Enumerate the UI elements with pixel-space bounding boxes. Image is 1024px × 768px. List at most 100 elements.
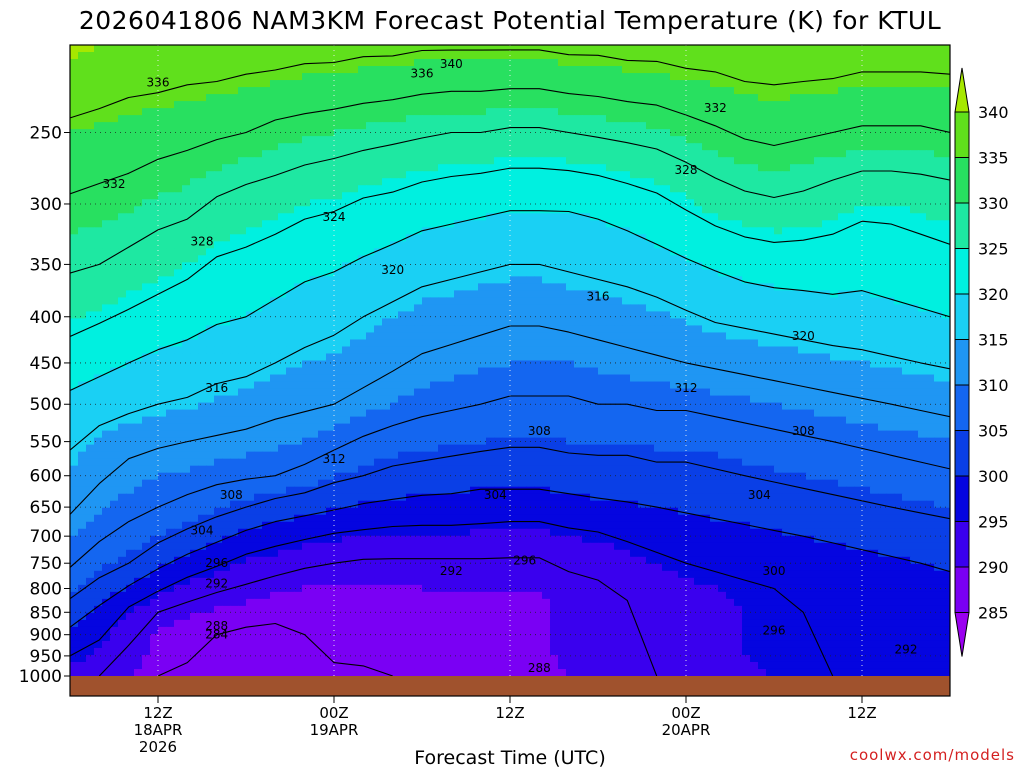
theta-fill-cell [582,59,591,67]
theta-fill-cell [614,290,623,298]
theta-fill-cell [550,283,559,291]
theta-fill-cell [606,178,615,186]
theta-fill-cell [726,80,735,88]
theta-fill-cell [582,311,591,320]
theta-fill-cell [70,45,79,53]
theta-fill-cell [894,311,903,320]
theta-fill-cell [798,185,807,193]
theta-fill-cell [238,108,247,116]
theta-fill-cell [310,311,319,320]
theta-fill-cell [118,227,127,235]
theta-fill-cell [854,80,863,88]
theta-fill-cell [406,304,415,313]
theta-fill-cell [366,45,375,53]
theta-fill-cell [478,192,487,200]
theta-fill-cell [206,129,215,137]
theta-fill-cell [790,276,799,284]
theta-fill-cell [750,129,759,137]
theta-fill-cell [630,283,639,291]
theta-fill-cell [430,73,439,81]
theta-fill-cell [670,262,679,270]
theta-fill-cell [510,129,519,137]
theta-fill-cell [758,45,767,53]
theta-fill-cell [870,115,879,123]
theta-fill-cell [934,227,943,235]
theta-fill-cell [518,241,527,249]
theta-fill-cell [662,199,671,207]
theta-fill-cell [398,297,407,306]
theta-fill-cell [870,66,879,74]
theta-fill-cell [782,276,791,284]
theta-fill-cell [638,269,647,277]
theta-fill-cell [198,59,207,67]
theta-fill-cell [814,178,823,186]
theta-fill-cell [510,297,519,306]
theta-fill-cell [406,178,415,186]
theta-fill-cell [630,150,639,158]
theta-fill-cell [342,157,351,165]
theta-fill-cell [470,80,479,88]
theta-fill-cell [270,339,279,348]
theta-fill-cell [614,311,623,320]
theta-fill-cell [502,213,511,221]
theta-fill-cell [870,171,879,179]
theta-fill-cell [694,325,703,334]
theta-fill-cell [446,206,455,214]
theta-fill-cell [870,206,879,214]
theta-fill-cell [782,52,791,60]
theta-fill-cell [118,248,127,256]
theta-fill-cell [302,269,311,277]
theta-fill-cell [542,339,551,348]
theta-fill-cell [302,255,311,263]
theta-fill-cell [550,73,559,81]
theta-fill-cell [174,213,183,221]
theta-fill-cell [798,59,807,67]
theta-fill-cell [822,353,831,362]
theta-fill-cell [222,241,231,249]
theta-fill-cell [766,178,775,186]
theta-fill-cell [318,318,327,327]
theta-fill-cell [358,332,367,341]
theta-fill-cell [214,311,223,320]
theta-fill-cell [790,255,799,263]
theta-fill-cell [886,192,895,200]
theta-fill-cell [894,353,903,362]
theta-fill-cell [518,276,527,284]
theta-fill-cell [358,227,367,235]
theta-fill-cell [702,276,711,284]
theta-fill-cell [382,45,391,53]
theta-fill-cell [574,234,583,242]
theta-fill-cell [182,66,191,74]
theta-fill-cell [614,101,623,109]
theta-fill-cell [254,241,263,249]
theta-fill-cell [94,122,103,130]
theta-fill-cell [566,297,575,306]
theta-fill-cell [726,199,735,207]
theta-fill-cell [366,311,375,320]
theta-fill-cell [406,101,415,109]
theta-fill-cell [422,73,431,81]
theta-fill-cell [622,213,631,221]
theta-fill-cell [262,192,271,200]
theta-fill-cell [470,157,479,165]
theta-fill-cell [254,283,263,291]
theta-fill-cell [158,80,167,88]
theta-fill-cell [622,122,631,130]
theta-fill-cell [366,164,375,172]
theta-fill-cell [366,283,375,291]
theta-fill-cell [574,52,583,60]
theta-fill-cell [470,192,479,200]
theta-fill-cell [390,276,399,284]
theta-fill-cell [294,66,303,74]
theta-fill-cell [646,304,655,313]
theta-fill-cell [486,248,495,256]
theta-fill-cell [646,157,655,165]
theta-fill-cell [622,262,631,270]
theta-fill-cell [318,206,327,214]
theta-fill-cell [310,227,319,235]
theta-fill-cell [926,94,935,102]
theta-fill-cell [614,192,623,200]
theta-fill-cell [662,150,671,158]
theta-fill-cell [670,178,679,186]
theta-fill-cell [878,115,887,123]
